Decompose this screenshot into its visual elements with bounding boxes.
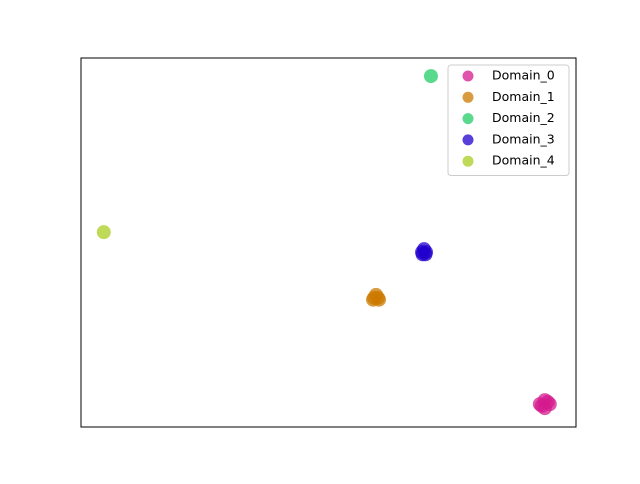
legend-marker	[462, 91, 474, 103]
scatter-point	[96, 225, 111, 240]
plot-frame	[80, 57, 577, 428]
legend-label: Domain_4	[492, 153, 555, 168]
legend-label: Domain_0	[492, 68, 555, 83]
legend-marker	[462, 113, 474, 125]
legend-marker	[462, 70, 474, 82]
scatter-point	[418, 247, 433, 262]
legend-label: Domain_2	[492, 110, 555, 125]
scatter-point	[371, 292, 386, 307]
legend-box	[447, 64, 570, 176]
legend-marker	[462, 155, 474, 167]
scatter-point	[423, 69, 438, 84]
legend-label: Domain_1	[492, 89, 555, 104]
legend-label: Domain_3	[492, 131, 555, 146]
legend-marker	[462, 134, 474, 146]
scatter-point	[540, 394, 555, 409]
